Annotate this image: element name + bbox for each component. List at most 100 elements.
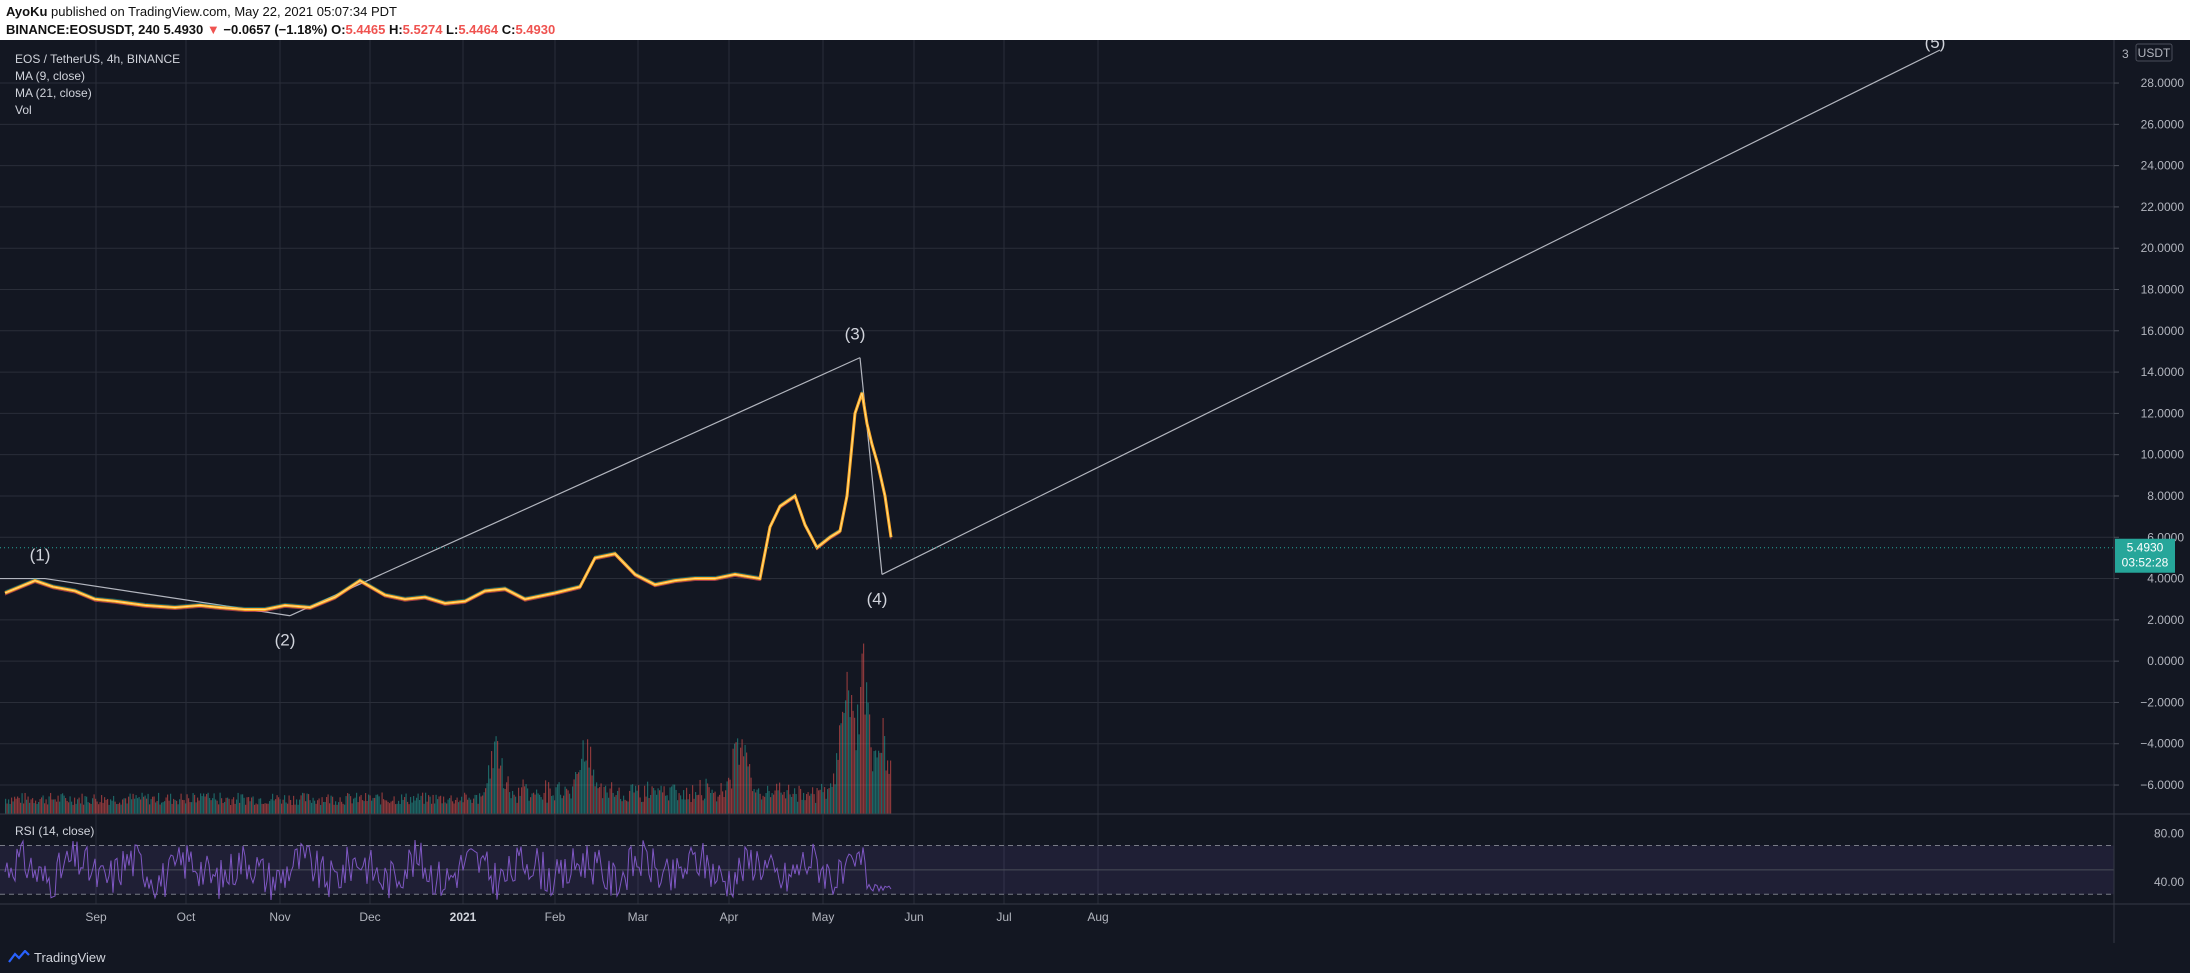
volume-bar xyxy=(632,784,634,814)
volume-bar xyxy=(408,804,410,814)
volume-bar xyxy=(104,797,106,814)
volume-bars xyxy=(5,643,892,814)
price-tick-label: 16.0000 xyxy=(2141,324,2185,338)
volume-bar xyxy=(23,803,25,814)
volume-bar xyxy=(140,799,142,814)
volume-bar xyxy=(258,798,260,814)
price-tick-label: 20.0000 xyxy=(2141,241,2185,255)
volume-bar xyxy=(456,797,458,814)
volume-bar xyxy=(311,802,313,814)
volume-bar xyxy=(224,801,226,814)
wave-label: (2) xyxy=(275,631,296,650)
wave-segment xyxy=(289,357,861,617)
volume-bar xyxy=(348,793,350,814)
volume-bar xyxy=(5,798,7,814)
price-change: −0.0657 (−1.18%) xyxy=(223,22,328,37)
volume-bar xyxy=(698,794,700,814)
volume-bar xyxy=(377,794,379,814)
volume-bar xyxy=(758,788,760,814)
volume-bar xyxy=(57,795,59,814)
tradingview-logo-icon[interactable] xyxy=(8,950,30,964)
wave-label: (3) xyxy=(845,325,866,344)
volume-bar xyxy=(735,742,737,814)
volume-bar xyxy=(753,789,755,814)
time-tick-label: May xyxy=(812,910,835,924)
volume-bar xyxy=(183,800,185,814)
volume-bar xyxy=(860,686,862,814)
rsi-legend: RSI (14, close) xyxy=(15,823,94,840)
volume-bar xyxy=(587,739,589,814)
volume-bar xyxy=(500,765,502,814)
volume-bar xyxy=(362,800,364,814)
volume-bar xyxy=(30,799,32,814)
volume-bar xyxy=(546,802,548,814)
volume-bar xyxy=(627,801,629,814)
volume-bar xyxy=(503,788,505,814)
volume-bar xyxy=(461,796,463,814)
volume-bar xyxy=(572,786,574,814)
volume-bar xyxy=(339,797,341,814)
volume-bar xyxy=(618,787,620,814)
volume-bar xyxy=(650,794,652,814)
volume-bar xyxy=(327,794,329,814)
volume-bar xyxy=(738,764,740,814)
legend-vol[interactable]: Vol xyxy=(15,103,32,117)
footer-brand[interactable]: TradingView xyxy=(34,950,106,965)
volume-bar xyxy=(603,786,605,814)
price-tick-label: 2.0000 xyxy=(2147,613,2184,627)
volume-bar xyxy=(530,797,532,814)
volume-bar xyxy=(198,800,200,814)
legend-rsi[interactable]: RSI (14, close) xyxy=(15,824,95,838)
time-tick-label: Mar xyxy=(628,910,649,924)
volume-bar xyxy=(261,803,263,814)
volume-bar xyxy=(465,794,467,814)
volume-bar xyxy=(200,793,202,814)
price-tick-label: 24.0000 xyxy=(2141,159,2185,173)
volume-bar xyxy=(180,793,182,814)
volume-bar xyxy=(542,799,544,814)
volume-bar xyxy=(242,794,244,814)
author-name[interactable]: AyoKu xyxy=(6,4,48,19)
chart-axes: 28.0000 26.0000 24.0000 22.0000 20.0000 18.00… xyxy=(0,40,2190,943)
volume-bar xyxy=(357,802,359,814)
volume-bar xyxy=(663,786,665,814)
volume-bar xyxy=(660,785,662,814)
volume-bar xyxy=(54,799,56,814)
volume-bar xyxy=(66,800,68,814)
chart-canvas[interactable]: 28.0000 26.0000 24.0000 22.0000 20.0000 18.00… xyxy=(0,40,2190,943)
volume-bar xyxy=(840,723,842,814)
volume-bar xyxy=(693,798,695,814)
volume-bar xyxy=(882,717,884,814)
volume-bar xyxy=(212,798,214,814)
volume-bar xyxy=(773,794,775,814)
volume-bar xyxy=(87,802,89,814)
volume-bar xyxy=(398,800,400,814)
chart-area[interactable]: 28.0000 26.0000 24.0000 22.0000 20.0000 18.00… xyxy=(0,40,2190,943)
volume-bar xyxy=(858,734,860,814)
volume-bar xyxy=(182,799,184,814)
volume-bar xyxy=(653,787,655,814)
volume-bar xyxy=(756,789,758,814)
volume-bar xyxy=(236,799,238,814)
legend-title[interactable]: EOS / TetherUS, 4h, BINANCE xyxy=(15,52,181,66)
volume-bar xyxy=(191,802,193,814)
volume-bar xyxy=(509,792,511,814)
volume-bar xyxy=(132,793,134,814)
volume-bar xyxy=(479,793,481,814)
volume-bar xyxy=(675,789,677,814)
price-tick-label: 3 xyxy=(2122,47,2129,61)
volume-bar xyxy=(72,804,74,814)
volume-bar xyxy=(89,802,91,814)
volume-bar xyxy=(690,802,692,814)
volume-bar xyxy=(179,799,181,814)
volume-bar xyxy=(635,785,637,814)
legend-ma21[interactable]: MA (21, close) xyxy=(15,86,92,100)
volume-bar xyxy=(674,784,676,814)
volume-bar xyxy=(830,783,832,814)
legend-ma9[interactable]: MA (9, close) xyxy=(15,69,86,83)
volume-bar xyxy=(722,791,724,814)
volume-bar xyxy=(402,799,404,814)
volume-bar xyxy=(537,793,539,814)
volume-bar xyxy=(263,803,265,814)
last-price-label: 5.4930 xyxy=(2127,541,2164,555)
